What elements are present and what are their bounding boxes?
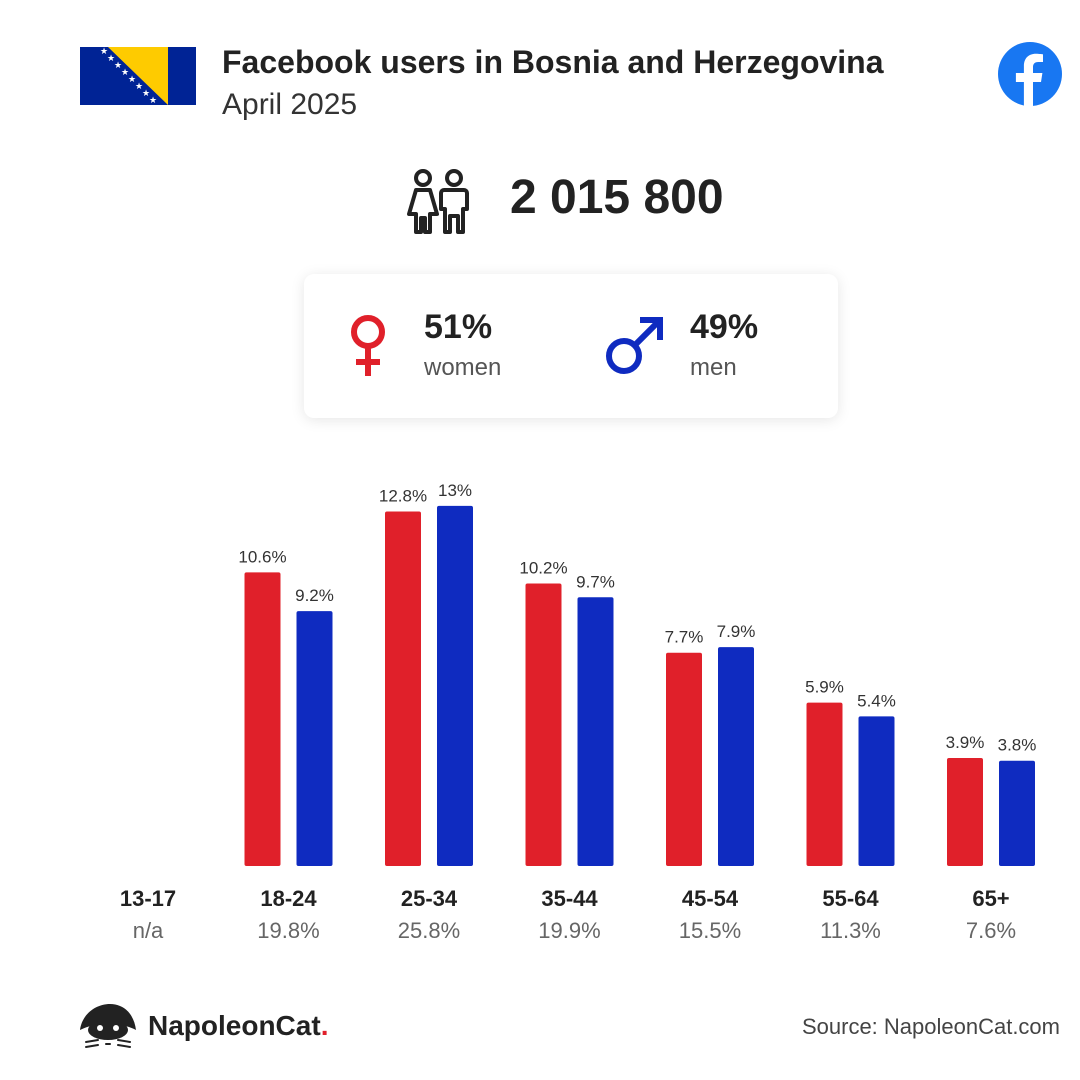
- bar-men-65+: [999, 760, 1035, 866]
- category-label-45-54: 45-54: [682, 886, 739, 911]
- category-label-25-34: 25-34: [401, 886, 458, 911]
- category-total-65+: 7.6%: [966, 918, 1016, 943]
- bar-men-35-44: [577, 597, 614, 866]
- data-label-men-35-44: 9.7%: [576, 572, 615, 591]
- female-symbol-icon: [351, 315, 385, 376]
- category-total-18-24: 19.8%: [257, 918, 319, 943]
- bar-women-45-54: [666, 652, 702, 866]
- page-subtitle: April 2025: [222, 88, 358, 121]
- svg-text:★: ★: [100, 47, 108, 57]
- data-label-women-18-24: 10.6%: [238, 547, 286, 566]
- gender-split-card: [304, 274, 838, 418]
- svg-text:★: ★: [142, 89, 150, 99]
- svg-text:★: ★: [121, 68, 129, 78]
- men-percent: 49%: [690, 308, 759, 346]
- source-credit: Source: NapoleonCat.com: [801, 1014, 1060, 1039]
- svg-text:★: ★: [107, 54, 115, 64]
- women-label: women: [424, 354, 502, 381]
- bosnia-herzegovina-flag-icon: ★ ★ ★ ★ ★ ★ ★ ★: [80, 47, 196, 105]
- category-label-65+: 65+: [972, 886, 1009, 911]
- category-label-18-24: 18-24: [260, 886, 317, 911]
- male-symbol-icon: [606, 317, 663, 374]
- bar-women-35-44: [525, 583, 562, 866]
- bar-women-18-24: [244, 572, 281, 866]
- bar-women-65+: [947, 757, 983, 866]
- data-label-men-18-24: 9.2%: [295, 586, 334, 605]
- category-label-55-64: 55-64: [822, 886, 879, 911]
- category-total-45-54: 15.5%: [679, 918, 741, 943]
- page-title: Facebook users in Bosnia and Herzegovina: [222, 44, 884, 80]
- people-icon: [407, 169, 469, 234]
- category-total-25-34: 25.8%: [398, 918, 460, 943]
- svg-text:★: ★: [135, 82, 143, 92]
- total-users-value: 2 015 800: [510, 171, 724, 224]
- bar-men-55-64: [858, 716, 895, 866]
- women-percent: 51%: [424, 308, 493, 346]
- data-label-women-65+: 3.9%: [946, 733, 985, 752]
- data-label-women-55-64: 5.9%: [805, 678, 844, 697]
- category-label-35-44: 35-44: [541, 886, 598, 911]
- bar-men-25-34: [437, 505, 473, 866]
- data-label-men-65+: 3.8%: [998, 736, 1037, 755]
- data-label-women-25-34: 12.8%: [379, 486, 427, 505]
- data-label-men-55-64: 5.4%: [857, 691, 896, 710]
- category-label-13-17: 13-17: [120, 886, 176, 911]
- napoleoncat-logo-icon: [80, 1004, 136, 1048]
- svg-text:★: ★: [149, 96, 157, 105]
- category-total-35-44: 19.9%: [538, 918, 600, 943]
- facebook-logo-icon: [998, 42, 1062, 106]
- data-label-women-35-44: 10.2%: [519, 558, 567, 577]
- bar-men-45-54: [718, 647, 754, 866]
- men-label: men: [690, 354, 737, 381]
- category-total-13-17: n/a: [133, 918, 164, 943]
- data-label-men-25-34: 13%: [438, 481, 472, 500]
- brand-name: NapoleonCat.: [148, 1010, 328, 1042]
- bar-men-18-24: [296, 611, 333, 866]
- svg-text:★: ★: [128, 75, 136, 85]
- age-gender-bar-chart: 13-17 n/a 10.6% 9.2% 18-24 19.8% 12.8% 13% 25-34…: [120, 481, 1037, 943]
- data-label-women-45-54: 7.7%: [665, 628, 704, 647]
- data-label-men-45-54: 7.9%: [717, 622, 756, 641]
- bar-women-55-64: [806, 702, 843, 866]
- category-total-55-64: 11.3%: [820, 918, 881, 943]
- brand-name-dot: .: [320, 1010, 329, 1041]
- bar-women-25-34: [385, 511, 421, 866]
- svg-text:★: ★: [114, 61, 122, 71]
- brand-name-text: NapoleonCat: [148, 1010, 321, 1041]
